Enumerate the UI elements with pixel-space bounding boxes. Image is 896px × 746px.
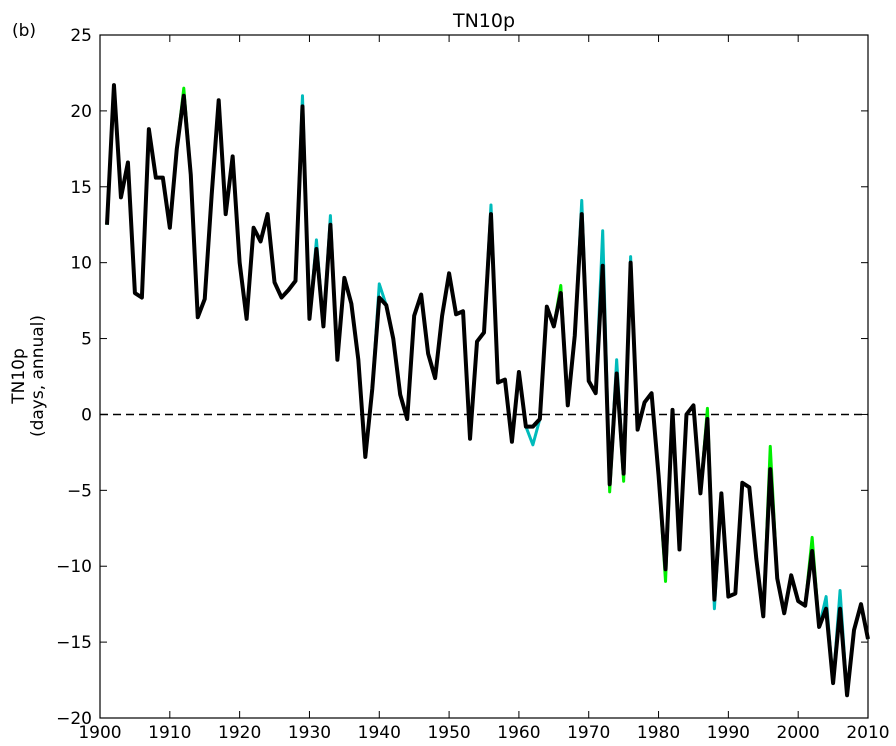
y-tick-label: −15 (56, 633, 92, 653)
x-tick-label: 1950 (427, 723, 470, 742)
x-tick-label: 1940 (358, 723, 401, 742)
x-tick-label: 1960 (497, 723, 540, 742)
y-tick-label: 20 (70, 102, 92, 122)
y-tick-label: −10 (56, 557, 92, 577)
y-tick-label: 25 (70, 26, 92, 46)
y-tick-label: 0 (81, 405, 92, 425)
panel-label: (b) (12, 21, 36, 41)
y-tick-label: −20 (56, 709, 92, 729)
x-tick-label: 1990 (707, 723, 750, 742)
series-line (105, 83, 870, 697)
y-axis-label: (days, annual) (28, 315, 48, 437)
x-tick-label: 1900 (78, 723, 121, 742)
series-line (104, 83, 870, 698)
plot-frame (99, 34, 869, 719)
x-tick-label: 1930 (288, 723, 331, 742)
x-tick-label: 1980 (637, 723, 680, 742)
y-tick-label: 10 (70, 254, 92, 274)
series-line (105, 83, 870, 697)
x-tick-label: 1970 (567, 723, 610, 742)
y-tick-label: −5 (67, 481, 92, 501)
y-tick-label: 15 (70, 178, 92, 198)
x-tick-label: 2010 (846, 723, 889, 742)
x-tick-label: 1910 (148, 723, 191, 742)
y-axis-label: TN10p (9, 348, 29, 405)
chart-title: TN10p (452, 10, 515, 32)
y-tick-label: 5 (81, 330, 92, 350)
x-tick-label: 1920 (218, 723, 261, 742)
x-tick-label: 2000 (777, 723, 820, 742)
